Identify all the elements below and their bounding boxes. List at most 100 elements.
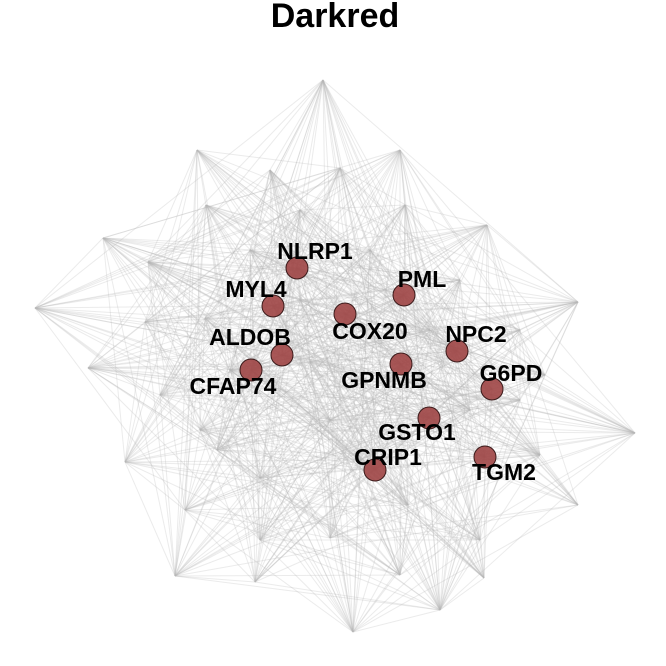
network-edge [359, 374, 546, 461]
network-edge [229, 249, 371, 371]
network-edge [199, 429, 376, 471]
network-edge [34, 261, 149, 309]
network-edge [184, 509, 401, 576]
network-edge [204, 299, 301, 319]
network-edge [469, 399, 521, 411]
network-edge [216, 449, 401, 576]
network-edge [322, 79, 401, 576]
network-edge [322, 79, 493, 390]
network-edge [196, 149, 471, 411]
network-edge [439, 539, 481, 611]
network-edge [429, 329, 441, 611]
network-edge [544, 301, 579, 376]
network-edge [400, 363, 441, 611]
network-edge [369, 204, 406, 251]
network-edge [249, 249, 636, 434]
network-edge [144, 167, 341, 323]
network-edge [329, 419, 401, 576]
network-edge [309, 361, 409, 506]
network-edge [144, 321, 218, 451]
network-edge [87, 361, 311, 369]
network-edge [102, 149, 401, 239]
network-edge [174, 350, 458, 577]
network-edge [147, 261, 261, 541]
network-edge [87, 367, 252, 371]
network-edge [205, 204, 231, 371]
network-edge [269, 169, 401, 576]
network-edge [407, 504, 485, 579]
network-edge [404, 204, 431, 331]
network-edge [124, 321, 146, 463]
network-edge [144, 321, 636, 434]
network-edge [159, 204, 207, 396]
network-edge [216, 449, 354, 633]
network-edge [486, 224, 521, 331]
network-edge [34, 307, 261, 479]
network-edge [296, 267, 311, 363]
network-edge [249, 249, 331, 421]
network-edge [199, 317, 206, 431]
network-edge [359, 399, 521, 461]
network-edge [196, 149, 430, 419]
network-edge [174, 267, 298, 577]
network-edge [199, 204, 406, 431]
network-edge [204, 149, 401, 319]
network-edge [519, 301, 579, 401]
network-edge [309, 361, 331, 539]
network-edge [259, 267, 298, 541]
network-edge [269, 169, 541, 456]
network-edge [102, 237, 301, 301]
network-edge [519, 329, 541, 456]
node-layer [239, 256, 504, 482]
network-edge [352, 249, 371, 633]
network-edge [249, 224, 488, 251]
network-edge [269, 79, 324, 171]
network-edge [269, 169, 274, 307]
network-edge [124, 167, 341, 463]
network-edge [34, 301, 579, 309]
network-edge [87, 313, 346, 369]
network-edge [359, 249, 371, 461]
network-edge [352, 399, 521, 633]
network-edge [309, 149, 401, 363]
network-edge [205, 204, 256, 583]
network-edge [269, 169, 402, 365]
network-edge [259, 399, 521, 479]
network-edge [34, 267, 298, 309]
network-edge [479, 399, 521, 541]
network-edge [259, 456, 486, 541]
network-edge [322, 79, 471, 411]
network-edge [34, 307, 376, 471]
network-edge [174, 294, 405, 577]
network-edge [281, 209, 301, 356]
network-edge [399, 329, 431, 576]
network-edge [34, 224, 488, 309]
network-edge [329, 432, 636, 539]
network-edge [229, 329, 431, 371]
network-edge [369, 249, 471, 411]
network-edge [259, 279, 461, 479]
network-edge [259, 301, 579, 479]
network-edge [229, 369, 521, 401]
network-edge [329, 417, 430, 421]
network-edge [174, 317, 206, 577]
network-edge [204, 317, 521, 331]
network-edge [229, 350, 458, 371]
network-edge [147, 261, 301, 301]
network-edge [484, 224, 488, 458]
network-edge [259, 454, 541, 541]
network-edge [102, 237, 541, 456]
network-edge [229, 169, 271, 371]
network-edge [352, 456, 486, 633]
network-edge [399, 149, 521, 331]
network-edge [259, 539, 354, 633]
network-edge [456, 279, 461, 352]
plot-title: Darkred [271, 0, 400, 35]
network-edge [407, 432, 636, 506]
network-edge [329, 537, 354, 633]
network-edge [344, 313, 458, 352]
network-edge [299, 204, 406, 211]
network-edge [439, 409, 471, 611]
network-edge [299, 209, 431, 331]
